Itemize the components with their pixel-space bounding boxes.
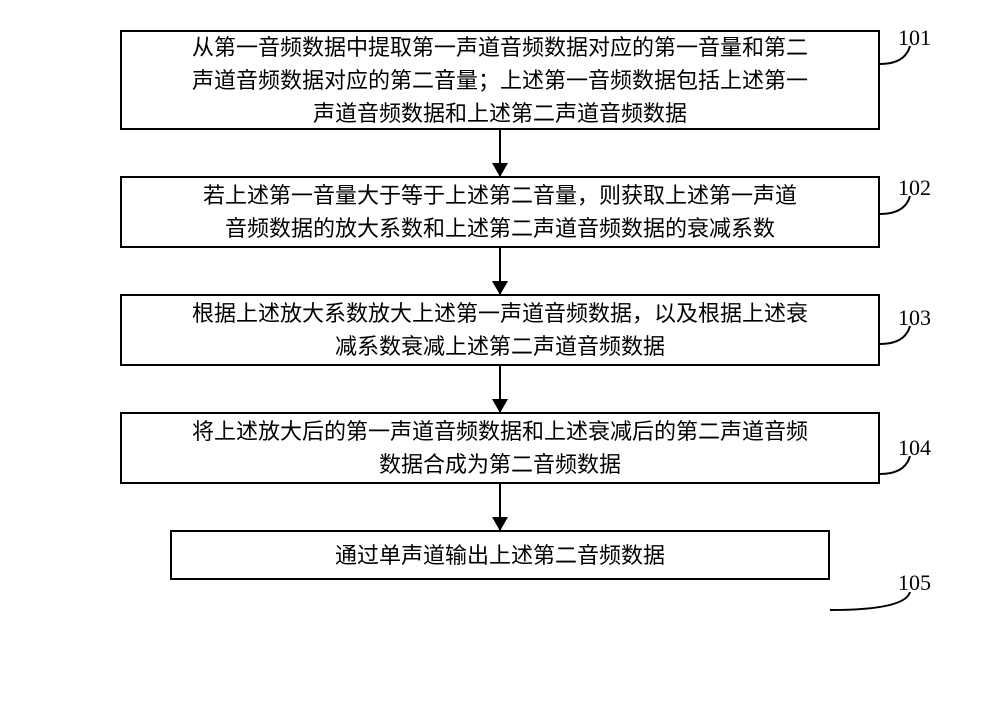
label-3: 103	[898, 305, 931, 331]
arrow-4-5	[499, 484, 501, 530]
label-4: 104	[898, 435, 931, 461]
flowchart-container: 从第一音频数据中提取第一声道音频数据对应的第一音量和第二 声道音频数据对应的第二…	[70, 30, 930, 580]
step-text-5: 通过单声道输出上述第二音频数据	[335, 539, 665, 572]
step-box-1: 从第一音频数据中提取第一声道音频数据对应的第一音量和第二 声道音频数据对应的第二…	[120, 30, 880, 130]
step-box-4: 将上述放大后的第一声道音频数据和上述衰减后的第二声道音频 数据合成为第二音频数据	[120, 412, 880, 484]
label-5: 105	[898, 570, 931, 596]
label-1: 101	[898, 25, 931, 51]
step-text-2: 若上述第一音量大于等于上述第二音量，则获取上述第一声道 音频数据的放大系数和上述…	[203, 179, 797, 245]
step-box-3: 根据上述放大系数放大上述第一声道音频数据，以及根据上述衰 减系数衰减上述第二声道…	[120, 294, 880, 366]
arrow-2-3	[499, 248, 501, 294]
arrow-1-2	[499, 130, 501, 176]
step-text-3: 根据上述放大系数放大上述第一声道音频数据，以及根据上述衰 减系数衰减上述第二声道…	[192, 297, 808, 363]
arrow-3-4	[499, 366, 501, 412]
step-box-5: 通过单声道输出上述第二音频数据	[170, 530, 830, 580]
step-text-1: 从第一音频数据中提取第一声道音频数据对应的第一音量和第二 声道音频数据对应的第二…	[192, 31, 808, 130]
step-box-2: 若上述第一音量大于等于上述第二音量，则获取上述第一声道 音频数据的放大系数和上述…	[120, 176, 880, 248]
step-text-4: 将上述放大后的第一声道音频数据和上述衰减后的第二声道音频 数据合成为第二音频数据	[192, 415, 808, 481]
label-2: 102	[898, 175, 931, 201]
